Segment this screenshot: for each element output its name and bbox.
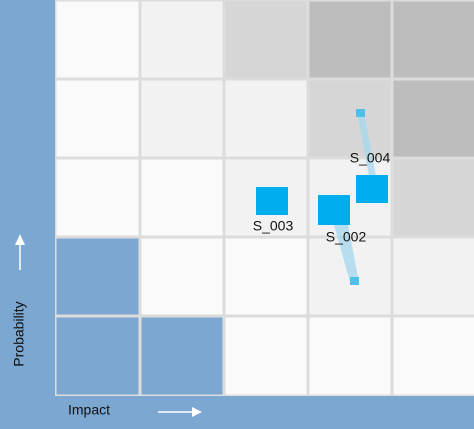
trail [334, 225, 359, 282]
risk-label: S_003 [253, 218, 294, 234]
risk-label: S_004 [350, 150, 391, 166]
trail-start [350, 277, 359, 285]
x-axis-label: Impact [68, 402, 110, 418]
matrix-cell [393, 1, 474, 78]
matrix-cell [56, 317, 139, 395]
matrix-cell [393, 238, 474, 315]
x-arrow-head [192, 407, 202, 417]
matrix-cell [141, 317, 223, 395]
matrix-cell [393, 317, 474, 395]
trail [357, 112, 376, 176]
risk-item[interactable] [318, 195, 350, 225]
matrix-cell [141, 238, 223, 315]
matrix-cell [56, 159, 139, 236]
risk-label: S_002 [326, 229, 367, 245]
matrix-cell [56, 1, 139, 78]
risk-item[interactable] [356, 175, 388, 203]
matrix-cell [56, 238, 139, 315]
matrix-cell [225, 80, 307, 157]
matrix-cell [309, 80, 391, 157]
risk-item[interactable] [256, 187, 288, 215]
matrix-cell [56, 80, 139, 157]
matrix-cell [393, 159, 474, 236]
y-arrow-head [15, 234, 25, 245]
y-axis-label: Probability [11, 301, 27, 366]
trail-start [356, 109, 365, 117]
matrix-cell [141, 159, 223, 236]
matrix-cell [141, 1, 223, 78]
matrix-cell [309, 317, 391, 395]
matrix-cell [141, 80, 223, 157]
matrix-cell [393, 80, 474, 157]
matrix-cell [225, 317, 307, 395]
matrix-cell [309, 1, 391, 78]
matrix-cell [225, 238, 307, 315]
matrix-cell [225, 1, 307, 78]
